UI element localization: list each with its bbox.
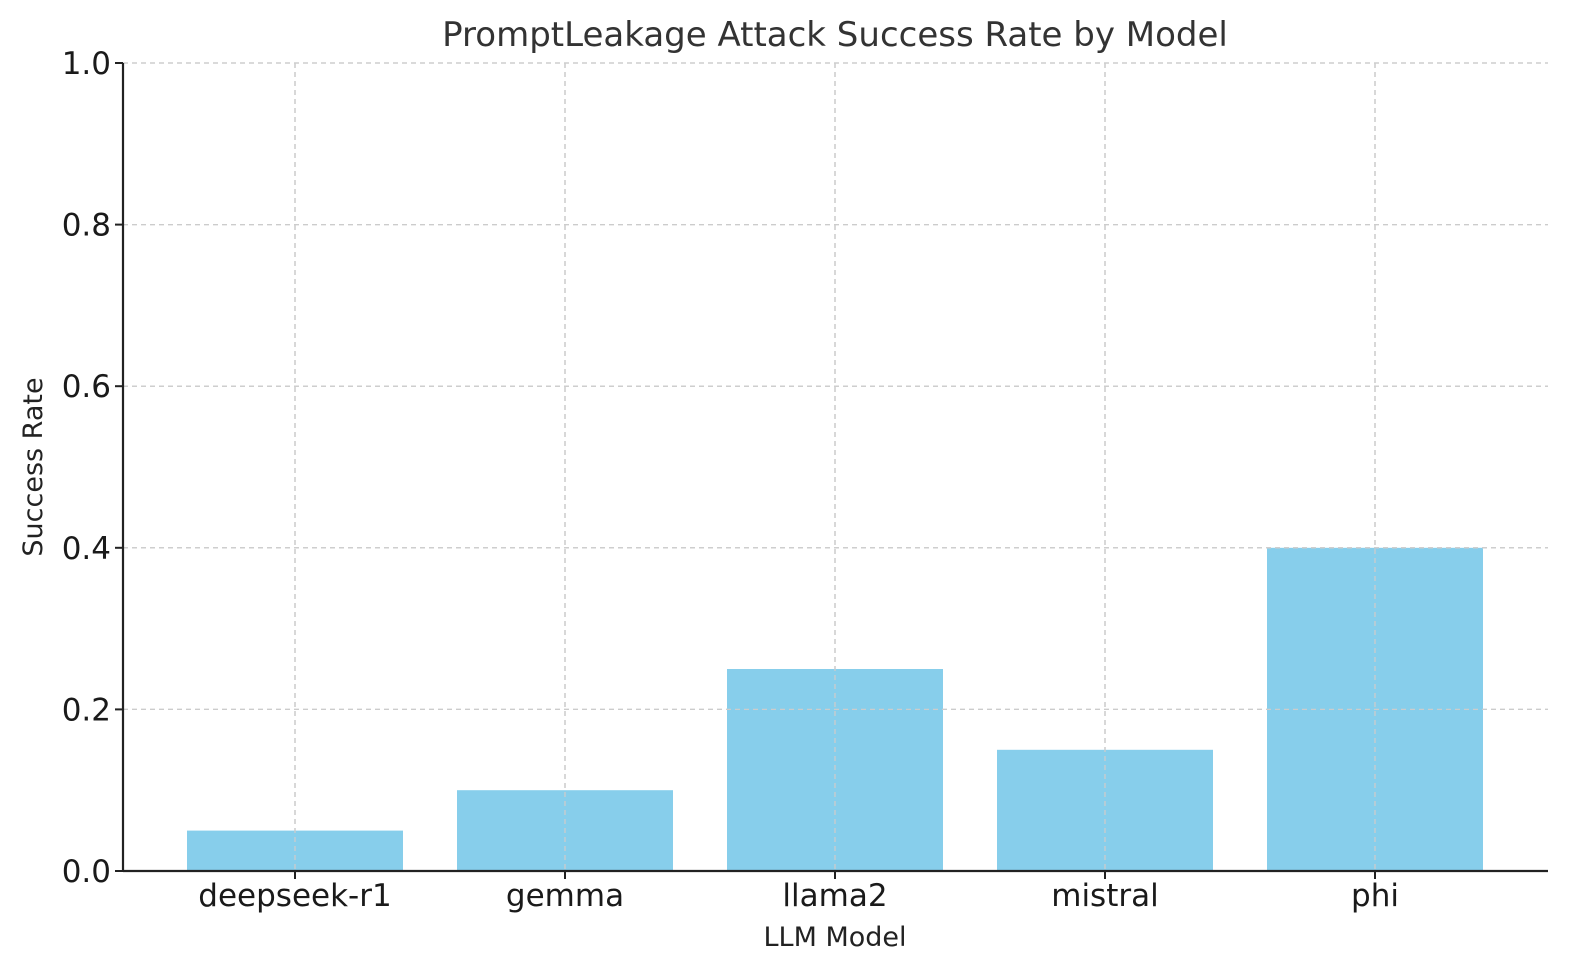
y-tick-label: 0.8 xyxy=(62,208,111,244)
y-tick-label: 0.2 xyxy=(62,692,111,728)
y-tick-label: 0.4 xyxy=(62,531,111,567)
x-tick-label: llama2 xyxy=(782,878,887,914)
x-axis-label: LLM Model xyxy=(763,922,906,953)
x-tick-label: mistral xyxy=(1051,878,1158,914)
x-tick-label: deepseek-r1 xyxy=(198,878,391,914)
y-axis-label: Success Rate xyxy=(18,377,49,556)
y-tick-label: 1.0 xyxy=(62,46,111,82)
y-tick-label: 0.0 xyxy=(62,854,111,890)
tick-layer: 0.0 0.2 0.4 0.6 0.8 1.0 deepseek-r1 gemma llama2… xyxy=(62,46,1399,914)
x-tick-label: phi xyxy=(1351,878,1399,914)
y-tick-label: 0.6 xyxy=(62,369,111,405)
bar-layer xyxy=(123,62,1548,871)
chart-title: PromptLeakage Attack Success Rate by Mod… xyxy=(442,15,1228,55)
x-tick-label: gemma xyxy=(506,878,624,914)
